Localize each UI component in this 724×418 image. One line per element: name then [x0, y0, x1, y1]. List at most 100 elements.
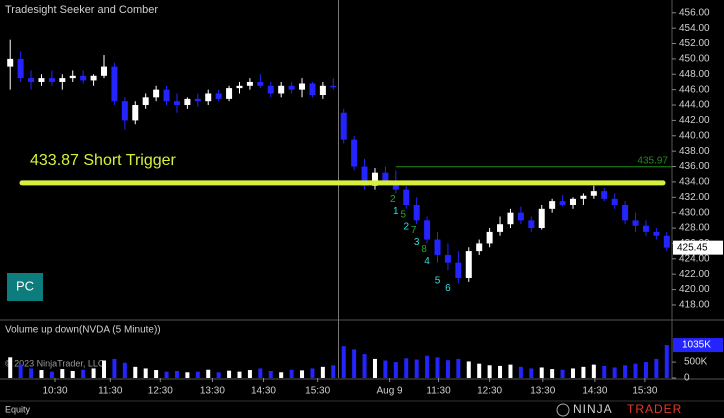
candle-body: [538, 208, 545, 229]
volume-bar: [435, 357, 440, 378]
volume-bar: [560, 369, 565, 378]
candle-body: [28, 78, 35, 82]
volume-bar: [320, 366, 325, 378]
y-tick-label: 422.00: [679, 269, 710, 280]
setup-count: 2: [390, 194, 396, 205]
volume-bar: [581, 366, 586, 378]
volume-bar: [477, 363, 482, 378]
volume-bar: [498, 365, 503, 378]
volume-bar: [372, 358, 377, 378]
volume-bar: [81, 369, 86, 378]
setup-count: 8: [421, 244, 427, 255]
volume-bar: [164, 371, 169, 378]
candle-body: [497, 224, 504, 232]
candle-body: [590, 191, 597, 196]
y-tick-label: 424.00: [679, 253, 710, 264]
candle-body: [580, 195, 587, 199]
candle-body: [226, 88, 233, 99]
y-tick-label: 430.00: [679, 207, 710, 218]
candle-body: [403, 189, 410, 205]
candle-body: [549, 201, 556, 209]
chart-title: Tradesight Seeker and Comber: [5, 4, 158, 16]
trigger-label: 433.87 Short Trigger: [30, 152, 177, 169]
volume-bar: [70, 371, 75, 378]
candle-body: [309, 83, 316, 96]
candle-body: [132, 105, 139, 121]
volume-bar: [154, 370, 159, 378]
volume-bar: [279, 372, 284, 378]
candle-body: [465, 251, 472, 279]
candle-body: [601, 191, 608, 199]
count: 2: [403, 221, 409, 232]
candle-body: [38, 78, 45, 82]
candle-body: [163, 89, 170, 102]
volume-bar: [633, 363, 638, 378]
candle-body: [351, 139, 358, 167]
volume-bar: [247, 370, 252, 378]
volume-bar: [383, 360, 388, 378]
level-label: 435.97: [637, 155, 668, 166]
last-volume-label: 1035K: [682, 340, 711, 351]
volume-title: Volume up down(NVDA (5 Minute)): [5, 325, 161, 336]
candle-body: [142, 97, 149, 106]
last-price-box: [673, 240, 723, 255]
volume-bar: [612, 367, 617, 378]
candle-body: [653, 231, 660, 236]
x-tick-label: 13:30: [530, 386, 555, 397]
volume-bar: [18, 364, 23, 378]
candle-body: [215, 93, 222, 99]
pc-button[interactable]: [7, 273, 43, 301]
candle-body: [455, 262, 462, 279]
x-tick-label: 11:30: [98, 386, 123, 397]
y-tick-label: 420.00: [679, 284, 710, 295]
volume-bar: [508, 364, 513, 378]
x-tick-label: 15:30: [632, 386, 657, 397]
volume-bar: [29, 368, 34, 378]
volume-bar: [174, 371, 179, 378]
volume-bar: [643, 362, 648, 378]
volume-bar: [393, 362, 398, 378]
pc-button-label[interactable]: PC: [16, 278, 34, 293]
volume-bar: [602, 365, 607, 378]
volume-bar: [258, 368, 263, 378]
candle-body: [476, 243, 483, 252]
candle-body: [257, 81, 264, 86]
y-tick-label: 452.00: [679, 38, 710, 49]
candle-body: [101, 66, 108, 76]
candle-body: [642, 225, 649, 232]
candle-body: [288, 85, 295, 90]
copyright: © 2023 NinjaTrader, LLC: [5, 358, 105, 368]
volume-bar: [664, 345, 669, 378]
candle-body: [507, 212, 514, 225]
volume-bar: [122, 362, 127, 378]
y-tick-label: 456.00: [679, 7, 710, 18]
candle-body: [413, 204, 420, 221]
candle-body: [267, 85, 274, 94]
footer-label: Equity: [5, 404, 31, 414]
x-tick-label: 14:30: [582, 386, 607, 397]
volume-bar: [102, 360, 107, 378]
x-tick-label: 12:30: [477, 386, 502, 397]
candle-body: [80, 75, 87, 81]
volume-bar: [8, 357, 13, 378]
candle-body: [69, 75, 76, 79]
y-tick-label: 434.00: [679, 177, 710, 188]
volume-bar: [539, 367, 544, 378]
volume-bar: [112, 358, 117, 378]
volume-bar: [352, 349, 357, 378]
last-price-label: 425.45: [677, 242, 708, 253]
volume-bar: [425, 355, 430, 378]
candle-body: [528, 220, 535, 229]
y-tick-label: 446.00: [679, 84, 710, 95]
volume-bar: [341, 346, 346, 378]
y-tick-label: 444.00: [679, 100, 710, 111]
volume-bar: [60, 369, 65, 378]
candle-body: [278, 85, 285, 94]
candle-body: [663, 235, 670, 248]
candle-body: [622, 204, 629, 221]
volume-bar: [237, 371, 242, 378]
volume-bar: [550, 369, 555, 378]
setup-count: 7: [411, 225, 417, 236]
count: 1: [393, 206, 399, 217]
